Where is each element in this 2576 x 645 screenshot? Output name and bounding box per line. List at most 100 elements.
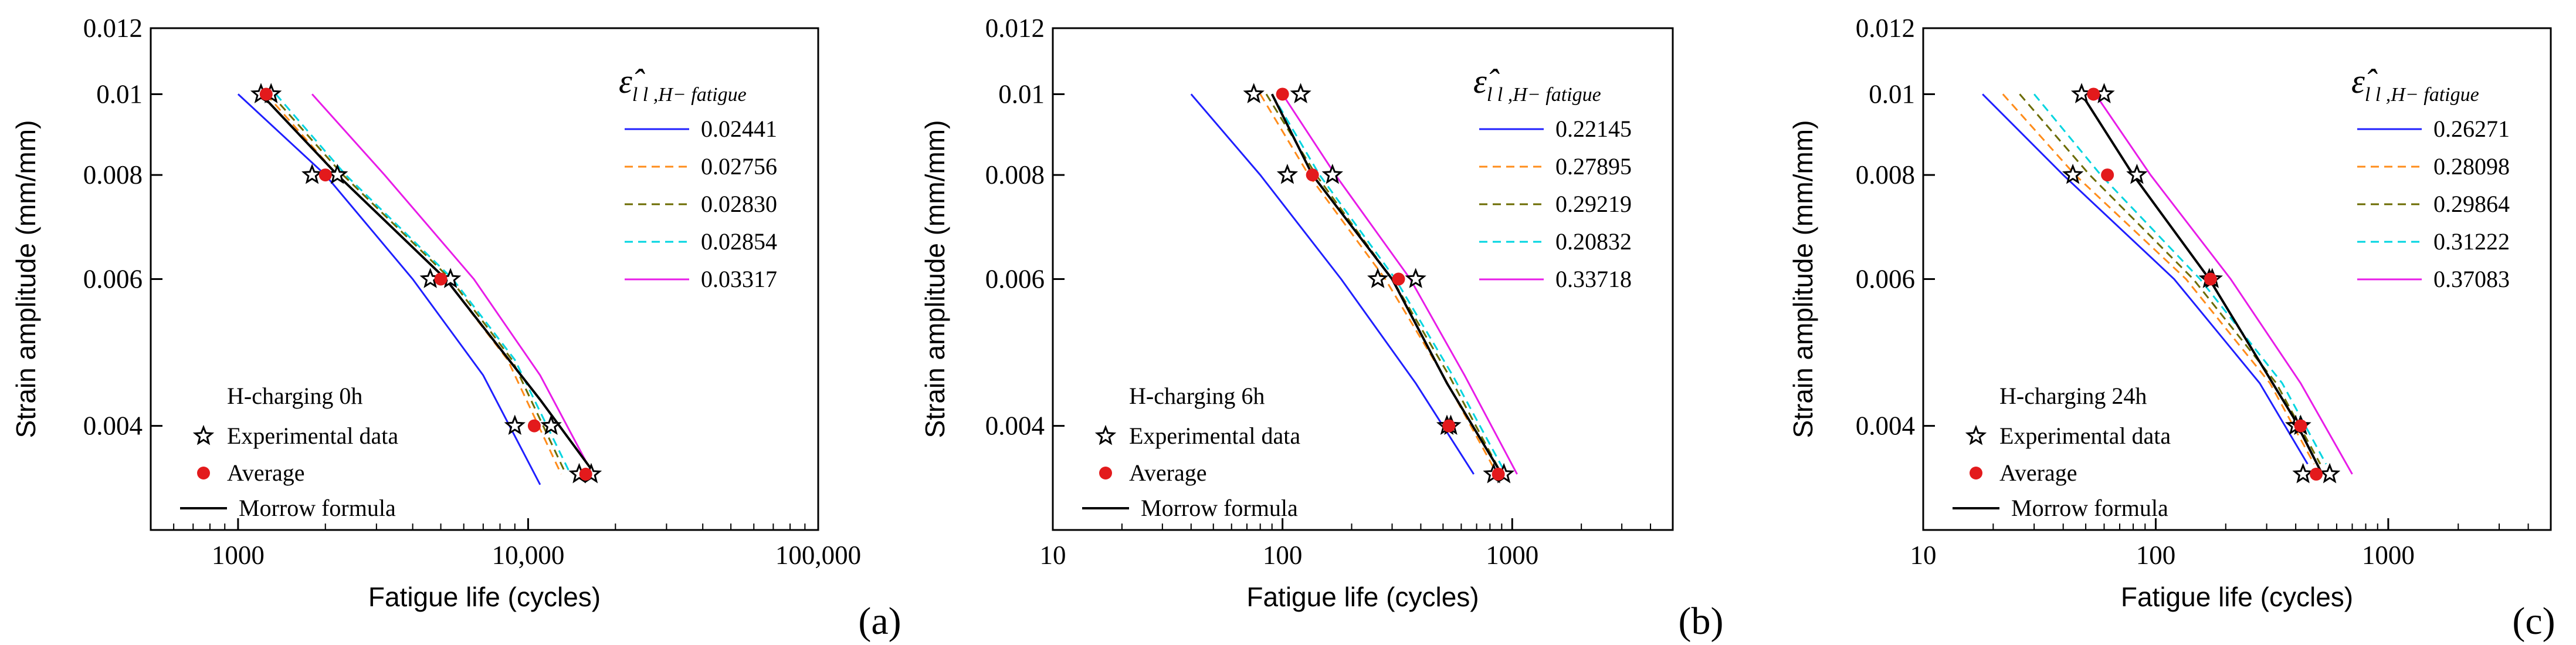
panel-letter: (b): [1679, 600, 1724, 643]
legend-label-1: 0.02756: [701, 153, 777, 180]
y-axis-label: Strain amplitude (mm/mm): [1788, 120, 1818, 438]
legend-label-3: 0.20832: [1555, 228, 1632, 255]
experimental-point: [1321, 163, 1344, 184]
series-line-4: [2094, 93, 2353, 475]
x-tick-label: 100: [1263, 541, 1303, 570]
legend-label-4: 0.37083: [2433, 266, 2510, 292]
x-tick-label: 100,000: [775, 541, 861, 570]
series-line-0: [1982, 93, 2309, 465]
experimental-point: [2292, 462, 2314, 484]
panel-letter: (c): [2512, 600, 2555, 643]
average-point: [434, 272, 448, 286]
average-point: [1306, 168, 1319, 182]
legend-experimental-label: Experimental data: [227, 423, 398, 449]
experimental-point: [1243, 83, 1265, 103]
legend-label-4: 0.33718: [1555, 266, 1632, 292]
legend-label-0: 0.02441: [701, 116, 777, 142]
experimental-point: [1367, 268, 1389, 288]
legend-average-symbol: [1970, 467, 1982, 479]
x-axis-label: Fatigue life (cycles): [368, 582, 601, 612]
average-point: [318, 168, 332, 182]
morrow-line: [2080, 93, 2324, 475]
y-tick-label: 0.004: [83, 411, 143, 441]
legend-title: ε̂l l ,H− fatigue: [619, 62, 747, 106]
y-axis-label: Strain amplitude (mm/mm): [11, 120, 41, 438]
experimental-point: [1290, 83, 1311, 103]
x-axis-label: Fatigue life (cycles): [2121, 582, 2353, 612]
average-point: [527, 419, 541, 433]
average-point: [1492, 467, 1505, 481]
y-tick-label: 0.006: [83, 265, 143, 294]
series-line-1: [1259, 93, 1498, 475]
average-point: [259, 87, 273, 101]
average-point: [1442, 419, 1456, 433]
x-tick-label: 100: [2136, 541, 2176, 570]
average-point: [2204, 272, 2217, 286]
y-tick-label: 0.012: [1856, 13, 1915, 43]
legend-label-2: 0.29219: [1555, 191, 1632, 217]
series-line-1: [2002, 93, 2315, 465]
average-point: [579, 467, 592, 481]
series-line-0: [1190, 93, 1475, 475]
condition-annotation: H-charging 0h: [227, 383, 362, 409]
series-line-3: [2033, 93, 2327, 465]
legend-label-3: 0.02854: [701, 228, 777, 255]
legend-average-label: Average: [1999, 460, 2077, 486]
legend-label-2: 0.29864: [2433, 191, 2510, 217]
legend-label-0: 0.26271: [2433, 116, 2510, 142]
x-tick-label: 1000: [1486, 541, 1538, 570]
series-line-3: [275, 93, 572, 475]
legend-label-4: 0.03317: [701, 266, 777, 292]
series-line-4: [311, 93, 588, 465]
legend-star-symbol: [1965, 424, 1987, 445]
legend-label-2: 0.02830: [701, 191, 777, 217]
y-tick-label: 0.008: [83, 160, 143, 190]
chart-panel-c: 10 100 1000 0.004 0.006 0.008 0.01 0.012 Fatigue…: [1788, 13, 2555, 643]
legend-label-1: 0.28098: [2433, 153, 2510, 180]
experimental-point: [504, 414, 526, 435]
legend-morrow-label: Morrow formula: [1141, 495, 1298, 521]
legend-star-symbol: [192, 424, 215, 445]
legend-title-subscript: l l ,H− fatigue: [2365, 84, 2479, 106]
y-tick-label: 0.012: [985, 13, 1045, 43]
y-tick-label: 0.006: [985, 265, 1045, 294]
legend-title-subscript: l l ,H− fatigue: [1487, 84, 1601, 106]
legend-star-symbol: [1094, 424, 1117, 445]
legend-morrow-label: Morrow formula: [2011, 495, 2168, 521]
y-tick-label: 0.01: [998, 79, 1045, 109]
experimental-point: [540, 414, 562, 435]
experimental-point: [2319, 462, 2341, 484]
y-axis-label: Strain amplitude (mm/mm): [920, 120, 950, 438]
x-tick-label: 10: [1040, 541, 1066, 570]
experimental-point: [301, 163, 323, 184]
x-tick-label: 1000: [2362, 541, 2415, 570]
legend-average-symbol: [1099, 467, 1112, 479]
average-point: [2294, 419, 2307, 433]
legend-experimental-label: Experimental data: [1129, 423, 1300, 449]
condition-annotation: H-charging 24h: [1999, 383, 2147, 409]
experimental-point: [1405, 268, 1426, 288]
experimental-point: [1276, 163, 1299, 184]
legend-title: ε̂l l ,H− fatigue: [2351, 62, 2479, 106]
legend-label-3: 0.31222: [2433, 228, 2510, 255]
y-tick-label: 0.006: [1856, 265, 1915, 294]
average-point: [2087, 87, 2100, 101]
average-point: [1392, 272, 1405, 286]
y-tick-label: 0.01: [96, 79, 143, 109]
legend-average-label: Average: [227, 460, 305, 486]
series-line-2: [2019, 93, 2321, 465]
average-point: [1276, 87, 1289, 101]
legend-label-0: 0.22145: [1555, 116, 1632, 142]
legend-morrow-label: Morrow formula: [239, 495, 396, 521]
condition-annotation: H-charging 6h: [1129, 383, 1265, 409]
experimental-point: [2062, 163, 2084, 184]
x-tick-label: 10: [1910, 541, 1937, 570]
average-point: [2101, 168, 2114, 182]
panel-letter: (a): [858, 600, 901, 643]
legend-average-label: Average: [1129, 460, 1207, 486]
legend-title-subscript: l l ,H− fatigue: [632, 84, 747, 106]
experimental-point: [2126, 164, 2148, 184]
morrow-line: [1270, 93, 1503, 475]
average-point: [2310, 467, 2323, 481]
